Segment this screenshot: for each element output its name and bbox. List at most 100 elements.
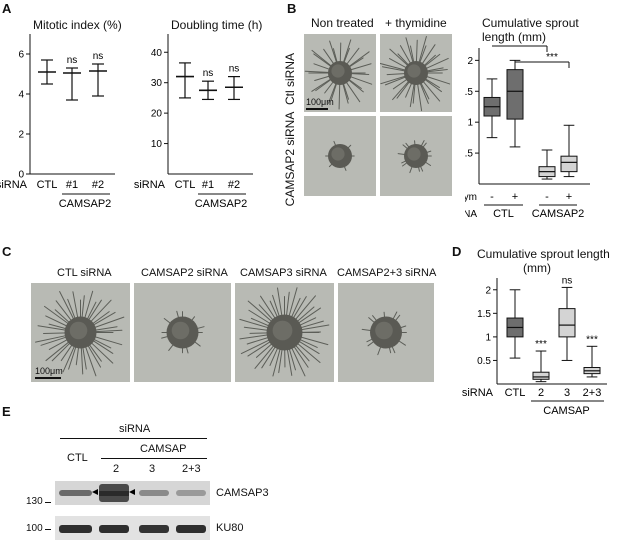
sprout	[290, 345, 306, 377]
sprout	[45, 340, 72, 362]
sprout	[418, 45, 427, 65]
sprout	[250, 317, 272, 328]
category-label: CTL	[175, 179, 196, 191]
sprout	[344, 80, 361, 103]
sprout	[311, 77, 333, 92]
spheroid-core-highlight	[407, 147, 421, 161]
sprout	[380, 75, 408, 85]
panel-e-header: siRNA	[119, 423, 151, 435]
sprout	[40, 335, 69, 346]
sprout	[248, 309, 273, 326]
sprout	[291, 296, 307, 321]
box	[532, 371, 550, 380]
panel-b-chart-title-2: length (mm)	[482, 30, 547, 44]
sprout	[342, 39, 352, 65]
sprout	[412, 82, 416, 104]
y-tick-label: 1	[467, 118, 473, 129]
panel-e-marker-100: 100	[26, 523, 43, 534]
panel-d-chart-title-1: Cumulative sprout length	[477, 247, 610, 261]
sprout	[314, 75, 332, 82]
panel-a-charts: 0 2 4 6 CTL ns #1 ns #2 siRNA CAMSAP2 10 20 30 40 CTL ns…	[0, 34, 253, 210]
sprout	[293, 342, 310, 362]
y-tick-label: 2	[467, 56, 473, 67]
sprout	[347, 57, 364, 69]
panel-b-scalebar	[306, 108, 328, 110]
sprout	[327, 81, 338, 104]
sprout	[405, 37, 414, 65]
sprout	[278, 346, 283, 374]
sprout	[90, 311, 110, 326]
sprout	[295, 307, 321, 325]
sprout	[399, 45, 412, 66]
panel-a-chart2-title: Doubling time (h)	[171, 18, 263, 32]
thym-value: -	[490, 191, 494, 203]
sprout	[347, 51, 370, 68]
spheroid-core-highlight	[331, 64, 345, 78]
panel-c-col-header-2: CAMSAP2 siRNA	[141, 267, 228, 279]
sirna-row-label: siRNA	[465, 209, 477, 220]
thym-value: +	[512, 191, 518, 203]
y-tick-label: 1	[485, 332, 491, 343]
sprout	[55, 300, 74, 323]
sprout	[239, 334, 271, 340]
panel-d-letter: D	[452, 244, 462, 259]
sprout	[297, 320, 324, 329]
sprout	[82, 344, 87, 370]
sprout	[292, 343, 309, 368]
sprout	[348, 63, 372, 71]
sprout	[287, 287, 298, 320]
sprout	[315, 78, 333, 92]
panel-c-col-header-3: CAMSAP3 siRNA	[240, 267, 327, 279]
panel-b-scalebar-label: 100μm	[306, 97, 334, 107]
sig-label: ***	[514, 44, 526, 48]
significance-label: ***	[535, 339, 547, 350]
panel-b-image-ctl-untreated	[304, 34, 376, 112]
sprout	[405, 81, 413, 98]
sprout	[92, 329, 123, 333]
sprout	[247, 300, 275, 324]
y-tick-label: 4	[18, 90, 24, 101]
panel-c-image-camsap23	[338, 283, 434, 382]
panel-c-scalebar-label: 100μm	[35, 366, 63, 376]
panel-d-boxplot: 0.5 1 1.5 2 CTL *** 2 ns 3 *** 2+3 siRNA CAMSAP	[462, 276, 607, 417]
sprout	[92, 326, 118, 331]
panel-e-header-line	[60, 438, 207, 439]
y-tick-label: 0.5	[465, 149, 473, 160]
box	[506, 69, 524, 120]
panel-b-col-header-1: Non treated	[311, 16, 374, 30]
panel-e-lane-ctl: CTL	[67, 452, 88, 464]
sprout	[293, 295, 316, 322]
spheroid-core-highlight	[375, 321, 393, 340]
spheroid-core-highlight	[272, 320, 293, 341]
sprout	[72, 291, 79, 321]
sprout	[240, 338, 273, 355]
panel-b-row-label-2: CAMSAP2 siRNA	[283, 111, 297, 207]
panel-b-row-label-1: Ctl siRNA	[283, 53, 297, 106]
sprout	[349, 72, 370, 75]
sprout	[239, 318, 272, 329]
panel-b-image-camsap2-thymidine	[380, 116, 452, 196]
sprout	[381, 66, 408, 72]
sprout	[423, 53, 441, 68]
thym-value: -	[545, 191, 549, 203]
sprout	[419, 81, 429, 104]
panel-d-chart-title-2: (mm)	[523, 261, 551, 275]
sprout	[258, 304, 276, 323]
sprout	[286, 346, 293, 376]
sprout	[88, 299, 112, 324]
sprout	[418, 35, 427, 65]
y-tick-label: 6	[18, 50, 24, 61]
sprout	[330, 81, 338, 101]
sprout	[288, 345, 296, 371]
sprout	[68, 344, 78, 370]
sprout	[54, 309, 72, 325]
sprout	[346, 78, 364, 93]
sprout	[45, 315, 70, 328]
sprout	[51, 341, 72, 362]
panel-a-chart1-title: Mitotic index (%)	[33, 18, 122, 32]
sprout	[421, 79, 441, 102]
sprout	[297, 337, 318, 348]
category-label: #1	[202, 179, 214, 191]
sprout	[313, 53, 333, 68]
sprout	[409, 45, 415, 65]
